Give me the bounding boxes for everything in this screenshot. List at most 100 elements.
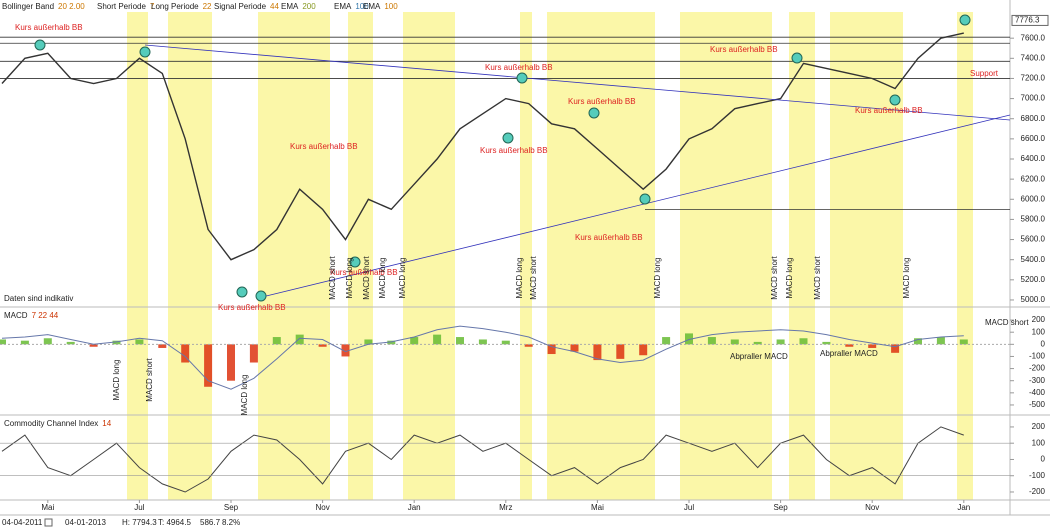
histogram-bar — [776, 339, 785, 345]
histogram-bar — [868, 344, 877, 348]
histogram-bar — [20, 340, 29, 345]
macd-annotation: MACD short — [985, 318, 1029, 327]
annotation: Kurs außerhalb BB — [290, 142, 358, 151]
trend-line — [257, 114, 1011, 299]
histogram-bar — [799, 338, 808, 345]
macd-annotation: MACD long — [240, 375, 249, 416]
signal-label: MACD long — [515, 258, 524, 299]
trend-line — [144, 44, 1011, 121]
y-tick-label: 7200.0 — [1021, 74, 1046, 83]
signal-marker — [502, 132, 514, 144]
signal-marker — [255, 290, 267, 302]
legend-label: Bollinger Band — [2, 2, 54, 11]
signal-band — [830, 12, 903, 500]
signal-band — [127, 12, 148, 500]
status-low: T: 4964.5 — [158, 518, 191, 527]
signal-label: MACD long — [785, 258, 794, 299]
signal-marker — [791, 52, 803, 64]
histogram-bar — [478, 339, 487, 345]
status-high: H: 7794.3 — [122, 518, 157, 527]
last-price-box — [1011, 14, 1049, 26]
y-tick-label: 0 — [1041, 339, 1046, 348]
histogram-bar — [272, 337, 281, 345]
histogram-bar — [501, 340, 510, 345]
y-tick-label: 100 — [1032, 438, 1046, 447]
histogram-bar — [387, 340, 396, 345]
y-tick-label: 5400.0 — [1021, 255, 1046, 264]
y-tick-label: 200 — [1032, 315, 1046, 324]
signal-marker — [349, 256, 361, 268]
y-tick-label: 6200.0 — [1021, 174, 1046, 183]
legend-item: EMA 200 — [281, 2, 316, 11]
signal-label: MACD short — [770, 255, 779, 299]
y-tick-label: 5600.0 — [1021, 235, 1046, 244]
signal-marker — [139, 46, 151, 58]
y-tick-label: 5000.0 — [1021, 295, 1046, 304]
histogram-bar — [707, 337, 716, 345]
annotation: Kurs außerhalb BB — [15, 23, 83, 32]
legend-item: Signal Periode 44 — [214, 2, 279, 11]
histogram-bar — [547, 344, 556, 355]
histogram-bar — [639, 344, 648, 356]
histogram-bar — [43, 338, 52, 345]
signal-label: MACD short — [529, 255, 538, 299]
legend-params: 44 — [270, 2, 279, 11]
y-tick-label: 0 — [1041, 455, 1046, 464]
histogram-bar — [914, 338, 922, 345]
histogram-bar — [158, 344, 167, 348]
status-end: 04-01-2013 — [65, 518, 106, 527]
signal-label: MACD short — [813, 255, 822, 299]
signal-band — [348, 12, 373, 500]
y-tick-label: -100 — [1029, 471, 1046, 480]
y-tick-label: 200 — [1032, 422, 1046, 431]
legend-label: Short Periode — [97, 2, 146, 11]
annotation: Support — [970, 69, 999, 78]
signal-band — [957, 12, 973, 500]
legend-label: EMA — [281, 2, 299, 11]
histogram-bar — [249, 344, 258, 363]
histogram-bar — [112, 340, 121, 345]
panel-title: MACD 7 22 44 — [4, 311, 59, 320]
histogram-bar — [364, 339, 373, 345]
y-tick-label: 6800.0 — [1021, 114, 1046, 123]
annotation: Kurs außerhalb BB — [480, 146, 548, 155]
signal-marker — [959, 14, 971, 26]
histogram-bar — [66, 341, 75, 345]
y-tick-label: -200 — [1029, 364, 1046, 373]
legend-params: 20 2.00 — [58, 2, 85, 11]
panel-params: 7 22 44 — [32, 311, 59, 320]
panel-title: Commodity Channel Index 14 — [4, 419, 112, 428]
legend-params: 200 — [302, 2, 316, 11]
signal-label: MACD long — [345, 258, 354, 299]
histogram-bar — [662, 337, 671, 345]
annotation: Kurs außerhalb BB — [330, 268, 398, 277]
y-tick-label: 7400.0 — [1021, 53, 1046, 62]
y-tick-label: -100 — [1029, 352, 1046, 361]
y-tick-label: -300 — [1029, 376, 1046, 385]
x-tick-label: Jan — [957, 503, 970, 512]
signal-band — [168, 12, 212, 500]
x-tick-label: Jul — [134, 503, 144, 512]
annotation: Kurs außerhalb BB — [568, 97, 636, 106]
histogram-bar — [89, 344, 98, 347]
annotation: Kurs außerhalb BB — [485, 63, 553, 72]
last-price: 7776.3 — [1015, 16, 1040, 25]
signal-label: MACD long — [902, 258, 911, 299]
signal-bands — [127, 12, 973, 500]
legend-label: EMA — [363, 2, 381, 11]
x-tick-label: Jul — [684, 503, 694, 512]
signal-band — [258, 12, 330, 500]
histogram-bar — [295, 334, 304, 345]
y-tick-label: -200 — [1029, 487, 1046, 496]
y-tick-label: 6000.0 — [1021, 194, 1046, 203]
line-series — [1, 426, 964, 493]
histogram-bar — [204, 344, 213, 387]
line-series — [1, 325, 964, 390]
histogram-bar — [616, 344, 625, 359]
histogram-bar — [936, 337, 945, 345]
signal-band — [547, 12, 655, 500]
legend-params: 22 — [203, 2, 212, 11]
signal-marker — [236, 286, 248, 298]
legend-params: 100 — [384, 2, 398, 11]
y-tick-label: 7000.0 — [1021, 94, 1046, 103]
